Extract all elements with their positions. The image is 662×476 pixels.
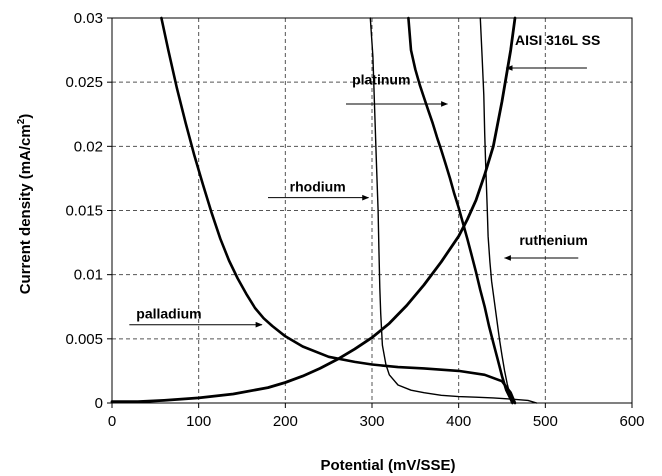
x-tick-label: 300 <box>359 413 384 430</box>
series-line-palladium <box>160 16 517 405</box>
y-tick-label: 0.005 <box>65 331 103 348</box>
y-tick-label: 0.015 <box>65 203 103 220</box>
series-lines <box>110 16 538 405</box>
series-line-ruthenium <box>479 17 515 404</box>
grid <box>112 18 632 403</box>
x-tick-label: 500 <box>533 413 558 430</box>
x-tick-label: 200 <box>273 413 298 430</box>
y-tick-label: 0.03 <box>74 10 103 27</box>
series-line-rhodium <box>369 17 538 404</box>
y-tick-label: 0.01 <box>74 267 103 284</box>
series-line-platinum <box>407 16 514 405</box>
x-axis-title: Potential (mV/SSE) <box>320 457 455 474</box>
annotation-label-rhodium: rhodium <box>290 178 346 194</box>
annotations: AISI 316L SS platinum rhodium ruthenium pall… <box>129 32 600 328</box>
x-tick-label: 0 <box>108 413 116 430</box>
axis-ticks: 0 100 200 300 400 500 600 0 0.005 0.01 0.015 0.02 0.… <box>65 10 644 430</box>
annotation-label-aisi-316l-ss: AISI 316L SS <box>515 32 600 48</box>
annotation-label-platinum: platinum <box>352 72 410 88</box>
annotation-label-ruthenium: ruthenium <box>519 232 587 248</box>
y-axis-title: Current density (mA/cm2) <box>16 114 34 295</box>
y-tick-label: 0.02 <box>74 138 103 155</box>
x-tick-label: 400 <box>446 413 471 430</box>
x-tick-label: 600 <box>619 413 644 430</box>
series-line-aisi-316l-ss <box>110 16 517 404</box>
y-tick-label: 0 <box>95 395 103 412</box>
annotation-label-palladium: palladium <box>136 305 201 321</box>
y-tick-label: 0.025 <box>65 74 103 91</box>
x-tick-label: 100 <box>186 413 211 430</box>
